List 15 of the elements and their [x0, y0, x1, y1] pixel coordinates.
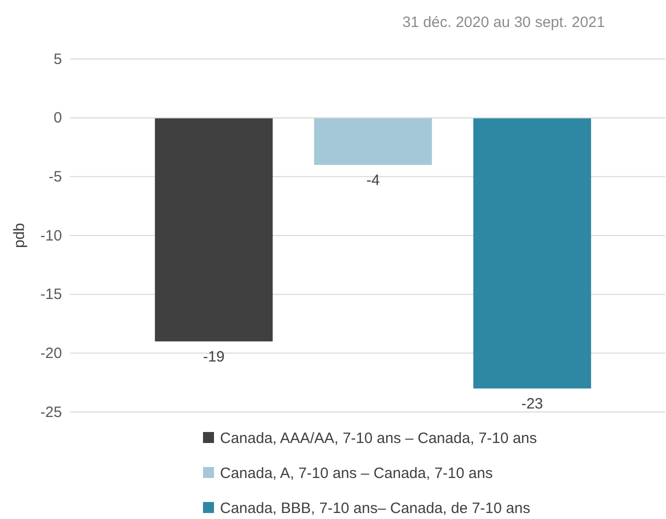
legend-label: Canada, BBB, 7-10 ans– Canada, de 7-10 ans [220, 500, 530, 517]
legend-label: Canada, AAA/AA, 7-10 ans – Canada, 7-10 ans [220, 430, 537, 447]
chart-subtitle: 31 déc. 2020 au 30 sept. 2021 [402, 14, 605, 31]
y-tick-label: 5 [54, 50, 62, 68]
y-tick-label: -20 [40, 344, 62, 362]
y-tick-label: -15 [40, 286, 62, 304]
y-tick-label: 0 [54, 110, 62, 127]
data-label: -19 [202, 348, 225, 366]
data-label: -23 [521, 395, 544, 412]
y-tick-label: -10 [40, 227, 62, 244]
legend-label: Canada, A, 7-10 ans – Canada, 7-10 ans [220, 465, 493, 482]
y-tick-label: -25 [40, 404, 62, 421]
data-label: -4 [366, 172, 380, 189]
y-tick-label: -5 [48, 168, 62, 186]
y-axis-title: pdb [11, 222, 28, 248]
